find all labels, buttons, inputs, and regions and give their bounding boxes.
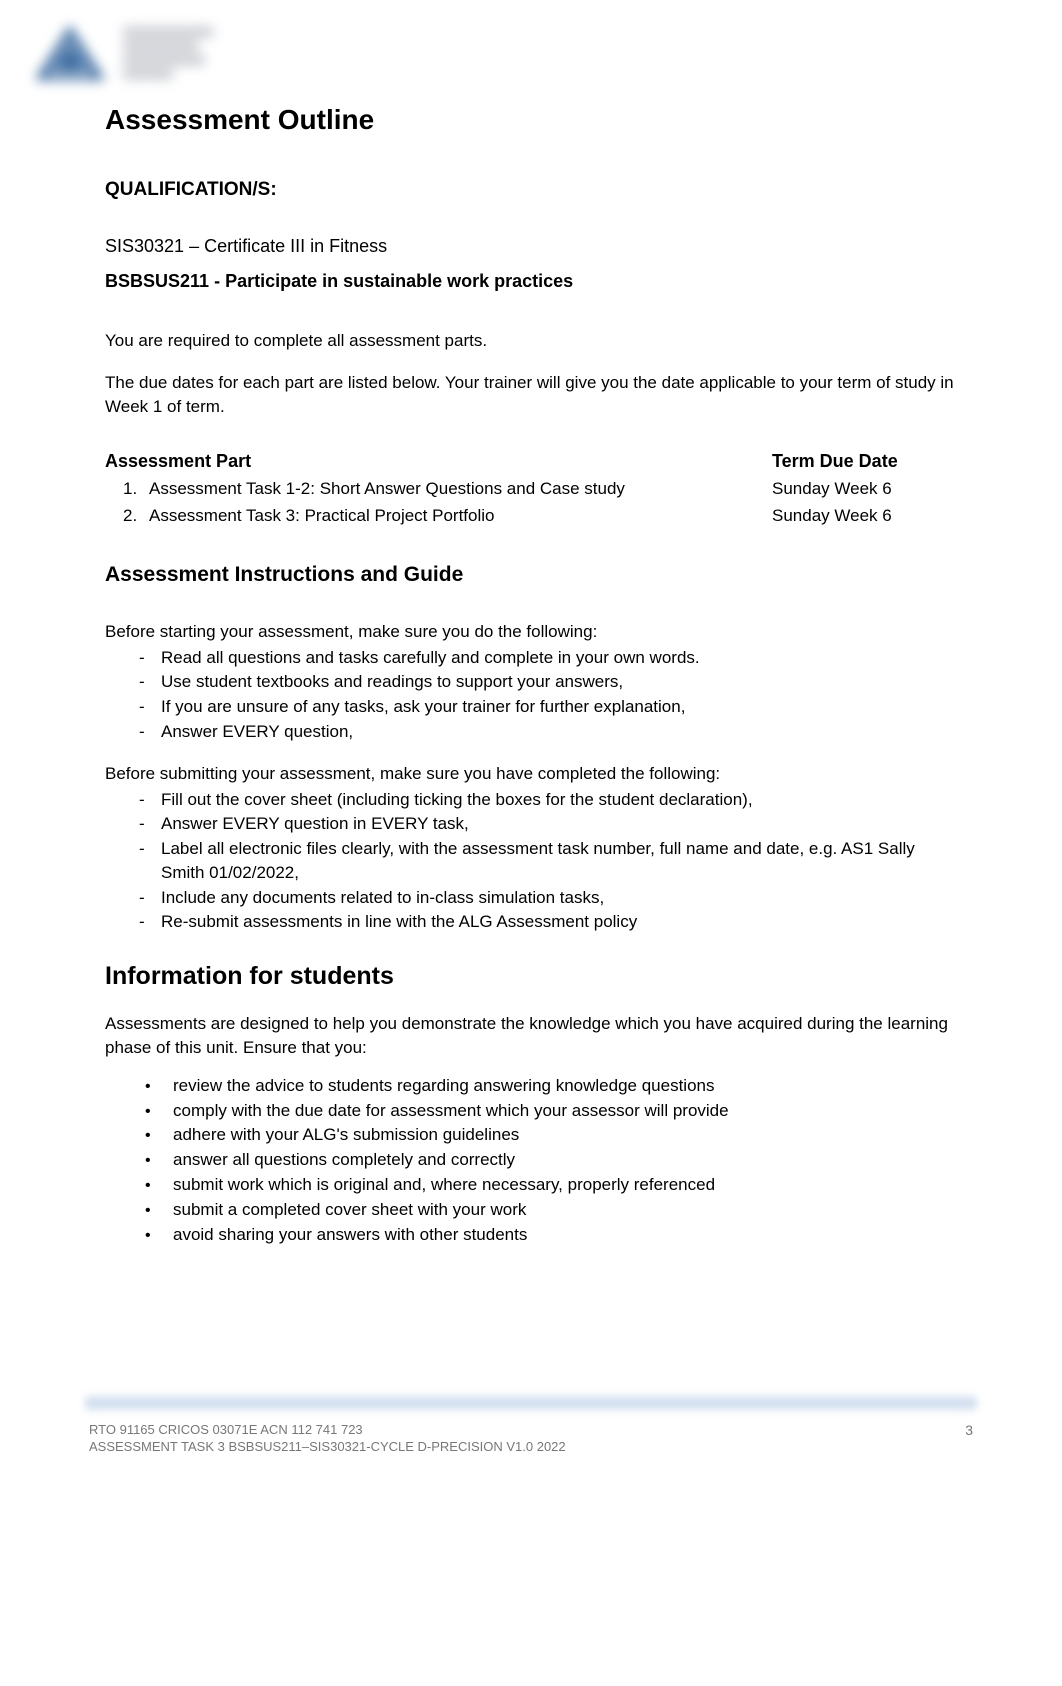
document-page: Assessment Outline QUALIFICATION/S: SIS3… (0, 0, 1062, 1686)
part-cell: 1. Assessment Task 1-2: Short Answer Que… (105, 477, 772, 501)
row-number: 1. (123, 477, 149, 501)
row-number: 2. (123, 504, 149, 528)
qualification-text: SIS30321 – Certificate III in Fitness (105, 234, 962, 259)
dash-icon: - (133, 886, 161, 910)
list-item: •comply with the due date for assessment… (145, 1099, 962, 1123)
logo-text-bars (123, 27, 213, 83)
unit-sep: - (209, 271, 225, 291)
dash-icon: - (133, 788, 161, 812)
bullet-icon: • (145, 1102, 173, 1120)
unit-line: BSBSUS211 - Participate in sustainable w… (105, 269, 962, 294)
bullet-icon: • (145, 1077, 173, 1095)
item-text: Answer EVERY question, (161, 720, 353, 744)
item-text: avoid sharing your answers with other st… (173, 1223, 527, 1247)
item-text: comply with the due date for assessment … (173, 1099, 729, 1123)
info-heading: Information for students (105, 959, 962, 994)
item-text: Re-submit assessments in line with the A… (161, 910, 637, 934)
list-item: •avoid sharing your answers with other s… (145, 1223, 962, 1247)
qualifications-heading: QUALIFICATION/S: (105, 177, 962, 204)
list-item: -Include any documents related to in-cla… (133, 886, 962, 910)
list-item: •adhere with your ALG's submission guide… (145, 1123, 962, 1147)
footer-line-1: RTO 91165 CRICOS 03071E ACN 112 741 723 (89, 1421, 566, 1439)
due-cell: Sunday Week 6 (772, 477, 962, 501)
table-header-row: Assessment Part Term Due Date (105, 449, 962, 477)
list-item: -Answer EVERY question, (133, 720, 962, 744)
col-header-part: Assessment Part (105, 449, 772, 474)
unit-code: BSBSUS211 (105, 271, 209, 291)
item-text: If you are unsure of any tasks, ask your… (161, 695, 685, 719)
footer-left-block: RTO 91165 CRICOS 03071E ACN 112 741 723 … (89, 1421, 566, 1456)
list-item: -Use student textbooks and readings to s… (133, 670, 962, 694)
due-paragraph: The due dates for each part are listed b… (105, 371, 962, 419)
list-item: •submit work which is original and, wher… (145, 1173, 962, 1197)
footer-text-row: RTO 91165 CRICOS 03071E ACN 112 741 723 … (85, 1421, 977, 1456)
org-logo-icon (30, 20, 110, 90)
list-item: -If you are unsure of any tasks, ask you… (133, 695, 962, 719)
submit-list: -Fill out the cover sheet (including tic… (105, 788, 962, 935)
part-cell: 2. Assessment Task 3: Practical Project … (105, 504, 772, 528)
dash-icon: - (133, 670, 161, 694)
list-item: •review the advice to students regarding… (145, 1074, 962, 1098)
assessment-table: Assessment Part Term Due Date 1. Assessm… (105, 449, 962, 531)
bullet-icon: • (145, 1226, 173, 1244)
item-text: adhere with your ALG's submission guidel… (173, 1123, 519, 1147)
list-item: -Label all electronic files clearly, wit… (133, 837, 962, 885)
row-text: Assessment Task 1-2: Short Answer Questi… (149, 477, 625, 501)
bullet-icon: • (145, 1176, 173, 1194)
list-item: -Re-submit assessments in line with the … (133, 910, 962, 934)
row-text: Assessment Task 3: Practical Project Por… (149, 504, 495, 528)
list-item: -Read all questions and tasks carefully … (133, 646, 962, 670)
dash-icon: - (133, 720, 161, 744)
item-text: Include any documents related to in-clas… (161, 886, 604, 910)
item-text: submit a completed cover sheet with your… (173, 1198, 526, 1222)
document-footer: RTO 91165 CRICOS 03071E ACN 112 741 723 … (85, 1393, 977, 1456)
dash-icon: - (133, 910, 161, 934)
info-intro: Assessments are designed to help you dem… (105, 1012, 962, 1060)
document-content: Assessment Outline QUALIFICATION/S: SIS3… (0, 100, 1062, 1246)
item-text: review the advice to students regarding … (173, 1074, 715, 1098)
footer-divider (85, 1393, 977, 1413)
list-item: •submit a completed cover sheet with you… (145, 1198, 962, 1222)
item-text: Answer EVERY question in EVERY task, (161, 812, 469, 836)
bullet-icon: • (145, 1126, 173, 1144)
dash-icon: - (133, 646, 161, 670)
unit-title: Participate in sustainable work practice… (225, 271, 573, 291)
item-text: submit work which is original and, where… (173, 1173, 715, 1197)
list-item: -Fill out the cover sheet (including tic… (133, 788, 962, 812)
bullet-icon: • (145, 1151, 173, 1169)
dash-icon: - (133, 812, 161, 836)
before-start-text: Before starting your assessment, make su… (105, 620, 962, 644)
logo-region (0, 20, 1062, 90)
dash-icon: - (133, 837, 161, 861)
intro-paragraph: You are required to complete all assessm… (105, 329, 962, 353)
item-text: Read all questions and tasks carefully a… (161, 646, 700, 670)
list-item: -Answer EVERY question in EVERY task, (133, 812, 962, 836)
guide-heading: Assessment Instructions and Guide (105, 560, 962, 589)
item-text: Fill out the cover sheet (including tick… (161, 788, 753, 812)
table-row: 1. Assessment Task 1-2: Short Answer Que… (105, 477, 962, 504)
dash-icon: - (133, 695, 161, 719)
item-text: Use student textbooks and readings to su… (161, 670, 623, 694)
col-header-due: Term Due Date (772, 449, 962, 474)
before-submit-text: Before submitting your assessment, make … (105, 762, 962, 786)
item-text: answer all questions completely and corr… (173, 1148, 515, 1172)
list-item: •answer all questions completely and cor… (145, 1148, 962, 1172)
page-title: Assessment Outline (105, 100, 962, 139)
footer-line-2: ASSESSMENT TASK 3 BSBSUS211–SIS30321-CYC… (89, 1438, 566, 1456)
table-row: 2. Assessment Task 3: Practical Project … (105, 504, 962, 531)
item-text: Label all electronic files clearly, with… (161, 837, 962, 885)
bullet-icon: • (145, 1201, 173, 1219)
page-number: 3 (965, 1421, 973, 1441)
start-list: -Read all questions and tasks carefully … (105, 646, 962, 744)
due-cell: Sunday Week 6 (772, 504, 962, 528)
info-bullet-list: •review the advice to students regarding… (105, 1074, 962, 1247)
